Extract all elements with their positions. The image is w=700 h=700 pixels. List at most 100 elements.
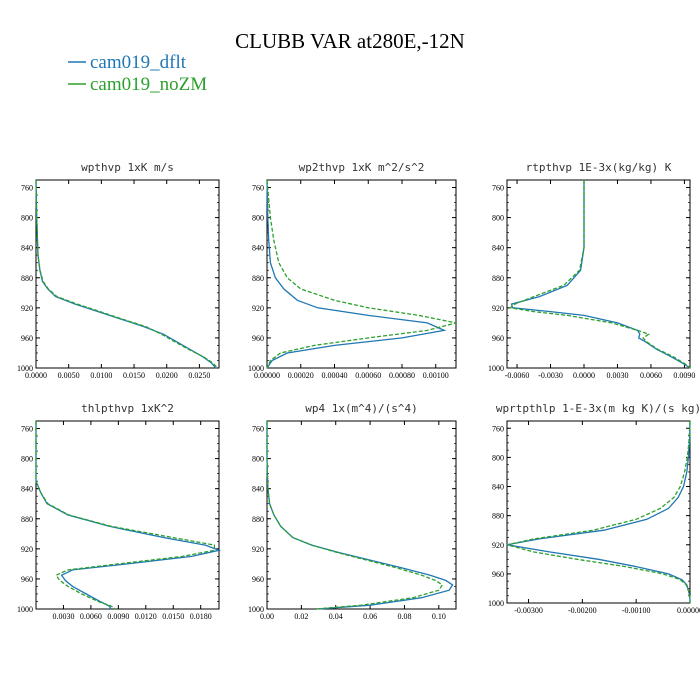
legend-entry-nozm: cam019_noZM [68,74,207,95]
x-tick-label: 0.04 [329,612,343,621]
y-tick-label: 840 [492,244,504,253]
x-tick-label: 0.06 [363,612,377,621]
series-line-dflt [35,421,222,610]
y-tick-label: 960 [492,570,504,579]
plot-frame [35,420,220,610]
panel-1: wpthvp 1xK m/s76080084088092096010000.00… [17,161,220,380]
legend: cam019_dflt cam019_noZM [68,52,207,95]
y-tick-label: 800 [21,455,33,464]
y-tick-label: 880 [252,515,264,524]
y-tick-label: 800 [252,214,264,223]
x-tick-label: -0.0030 [538,371,563,380]
y-tick-label: 800 [21,214,33,223]
plot-frame [266,179,457,369]
y-tick-label: 880 [21,274,33,283]
y-tick-label: 800 [492,453,504,462]
series-line-dflt [266,179,447,369]
x-tick-label: 0.00060 [355,371,381,380]
y-tick-label: 1000 [488,599,504,608]
x-tick-label: 0.00020 [288,371,314,380]
x-tick-label: 0.00 [260,612,274,621]
x-tick-label: 0.0150 [162,612,184,621]
y-tick-label: 800 [492,214,504,223]
x-tick-label: 0.00080 [389,371,415,380]
x-tick-label: 0.0100 [90,371,112,380]
x-tick-label: 0.02 [294,612,308,621]
y-tick-label: 920 [21,545,33,554]
y-tick-label: 1000 [248,364,264,373]
plot-frame [506,420,691,604]
y-tick-label: 880 [492,274,504,283]
x-tick-label: 0.00000 [254,371,280,380]
x-tick-label: 0.0120 [135,612,157,621]
panel-3: rtpthvp 1E-3x(kg/kg) K 760 800 840 880 920 960… [488,161,695,380]
y-tick-label: 760 [21,184,33,193]
y-tick-label: 960 [21,575,33,584]
y-tick-label: 920 [252,304,264,313]
y-tick-label: 1000 [248,605,264,614]
x-tick-label: 0.0000 [573,371,595,380]
panel-title: wp4 1x(m^4)/(s^4) [305,402,418,415]
plot-frame [506,179,691,369]
legend-entry-dflt: cam019_dflt [68,52,187,73]
panel-title: wpthvp 1xK m/s [81,161,174,174]
panel-title: rtpthvp 1E-3x(kg/kg) K [526,161,672,174]
series-line-dflt [506,420,691,603]
x-tick-label: -0.00100 [622,606,651,615]
y-tick-label: 760 [492,424,504,433]
y-tick-label: 840 [252,485,264,494]
x-tick-label: 0.0060 [80,612,102,621]
y-tick-label: 880 [252,274,264,283]
legend-label-dflt: cam019_dflt [90,52,187,73]
y-tick-label: 1000 [17,605,33,614]
panel-title: thlpthvp 1xK^2 [81,402,174,415]
x-tick-label: -0.0060 [505,371,530,380]
panel-4: thlpthvp 1xK^2 760 800 840 880 920 960 1000 0.00… [17,402,222,621]
y-tick-label: 960 [492,334,504,343]
panel-title: wprtpthlp 1-E-3x(m kg K)/(s kg) [496,402,700,415]
series-line-nozm [35,179,219,369]
y-tick-label: 920 [492,541,504,550]
y-tick-label: 760 [252,425,264,434]
y-tick-label: 800 [252,455,264,464]
panels-grid: wpthvp 1xK m/s76080084088092096010000.00… [17,161,700,621]
series-line-nozm [266,421,444,610]
panel-6: wprtpthlp 1-E-3x(m kg K)/(s kg) 760 800 840… [488,402,700,615]
x-tick-label: 0.0180 [190,612,212,621]
x-tick-label: 0.0250 [188,371,210,380]
y-tick-label: 960 [21,334,33,343]
y-tick-label: 840 [492,483,504,492]
y-tick-label: 760 [21,425,33,434]
legend-label-nozm: cam019_noZM [90,74,207,95]
x-tick-label: 0.0060 [640,371,662,380]
y-tick-label: 840 [21,244,33,253]
figure-title: CLUBB VAR at280E,-12N [235,29,465,53]
series-line-nozm [35,421,216,610]
y-tick-label: 920 [492,304,504,313]
y-tick-label: 920 [252,545,264,554]
y-tick-label: 960 [252,575,264,584]
y-tick-label: 880 [21,515,33,524]
plot-frame [266,420,457,610]
y-tick-label: 1000 [17,364,33,373]
y-tick-label: 880 [492,512,504,521]
y-tick-label: 760 [252,184,264,193]
plot-frame [35,179,220,369]
x-tick-label: -0.00300 [514,606,543,615]
x-tick-label: 0.08 [397,612,411,621]
series-line-dflt [266,421,454,610]
series-line-dflt [35,179,217,369]
panel-title: wp2thvp 1xK m^2/s^2 [299,161,425,174]
x-tick-label: 0.0030 [606,371,628,380]
y-tick-label: 840 [21,485,33,494]
series-line-nozm [266,179,457,369]
x-tick-label: 0.0030 [52,612,74,621]
series-line-nozm [506,420,691,603]
y-tick-label: 1000 [488,364,504,373]
panel-2: wp2thvp 1xK m^2/s^2 760 800 840 880 920 960 100… [248,161,457,380]
x-tick-label: 0.00040 [322,371,348,380]
x-tick-label: 0.0200 [156,371,178,380]
y-tick-label: 920 [21,304,33,313]
x-tick-label: 0.0090 [107,612,129,621]
